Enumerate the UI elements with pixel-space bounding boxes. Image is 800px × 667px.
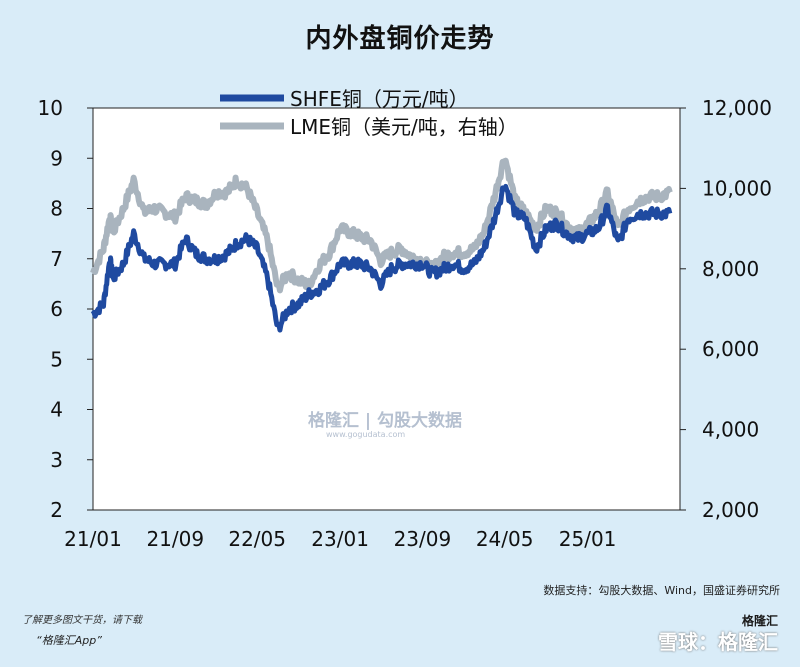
plot-area <box>92 107 681 511</box>
x-axis-label: 23/01 <box>311 527 369 551</box>
watermark-url: www.gogudata.com <box>326 430 406 439</box>
chart-title: 内外盘铜价走势 <box>305 24 495 54</box>
x-axis-label: 25/01 <box>559 527 617 551</box>
x-axis-label: 21/01 <box>64 527 122 551</box>
left-axis-label: 9 <box>50 146 63 170</box>
app-name: “格隆汇App” <box>36 634 102 647</box>
right-axis-label: 8,000 <box>702 257 759 281</box>
left-axis-label: 10 <box>38 96 63 120</box>
right-axis-label: 4,000 <box>702 418 759 442</box>
legend-label: LME铜（美元/吨，右轴） <box>290 115 518 139</box>
right-axis-label: 10,000 <box>702 176 772 200</box>
left-axis-label: 6 <box>50 297 63 321</box>
right-axis-label: 2,000 <box>702 498 759 522</box>
x-axis-label: 21/09 <box>146 527 204 551</box>
brand-badge: 格隆汇 <box>741 614 778 628</box>
left-axis-label: 8 <box>50 197 63 221</box>
right-axis-label: 12,000 <box>702 96 772 120</box>
data-source-note: 数据支持：勾股大数据、Wind，国盛证券研究所 <box>543 584 780 597</box>
xueqiu-watermark: 雪球：格隆汇 <box>658 630 778 654</box>
left-axis-label: 5 <box>50 347 63 371</box>
legend-label: SHFE铜（万元/吨） <box>290 87 469 111</box>
left-axis-label: 7 <box>50 247 63 271</box>
watermark-logo: 格隆汇 | 勾股大数据 <box>308 411 463 431</box>
left-axis-label: 4 <box>50 398 63 422</box>
x-axis-label: 23/09 <box>394 527 452 551</box>
series-line-lme <box>90 157 673 294</box>
left-axis-label: 2 <box>50 498 63 522</box>
x-axis-label: 24/05 <box>476 527 534 551</box>
series-line-shfe <box>90 183 673 333</box>
download-prompt: 了解更多图文干货，请下载 <box>22 615 142 626</box>
x-axis-label: 22/05 <box>228 527 286 551</box>
left-axis-label: 3 <box>50 448 63 472</box>
right-axis-label: 6,000 <box>702 337 759 361</box>
